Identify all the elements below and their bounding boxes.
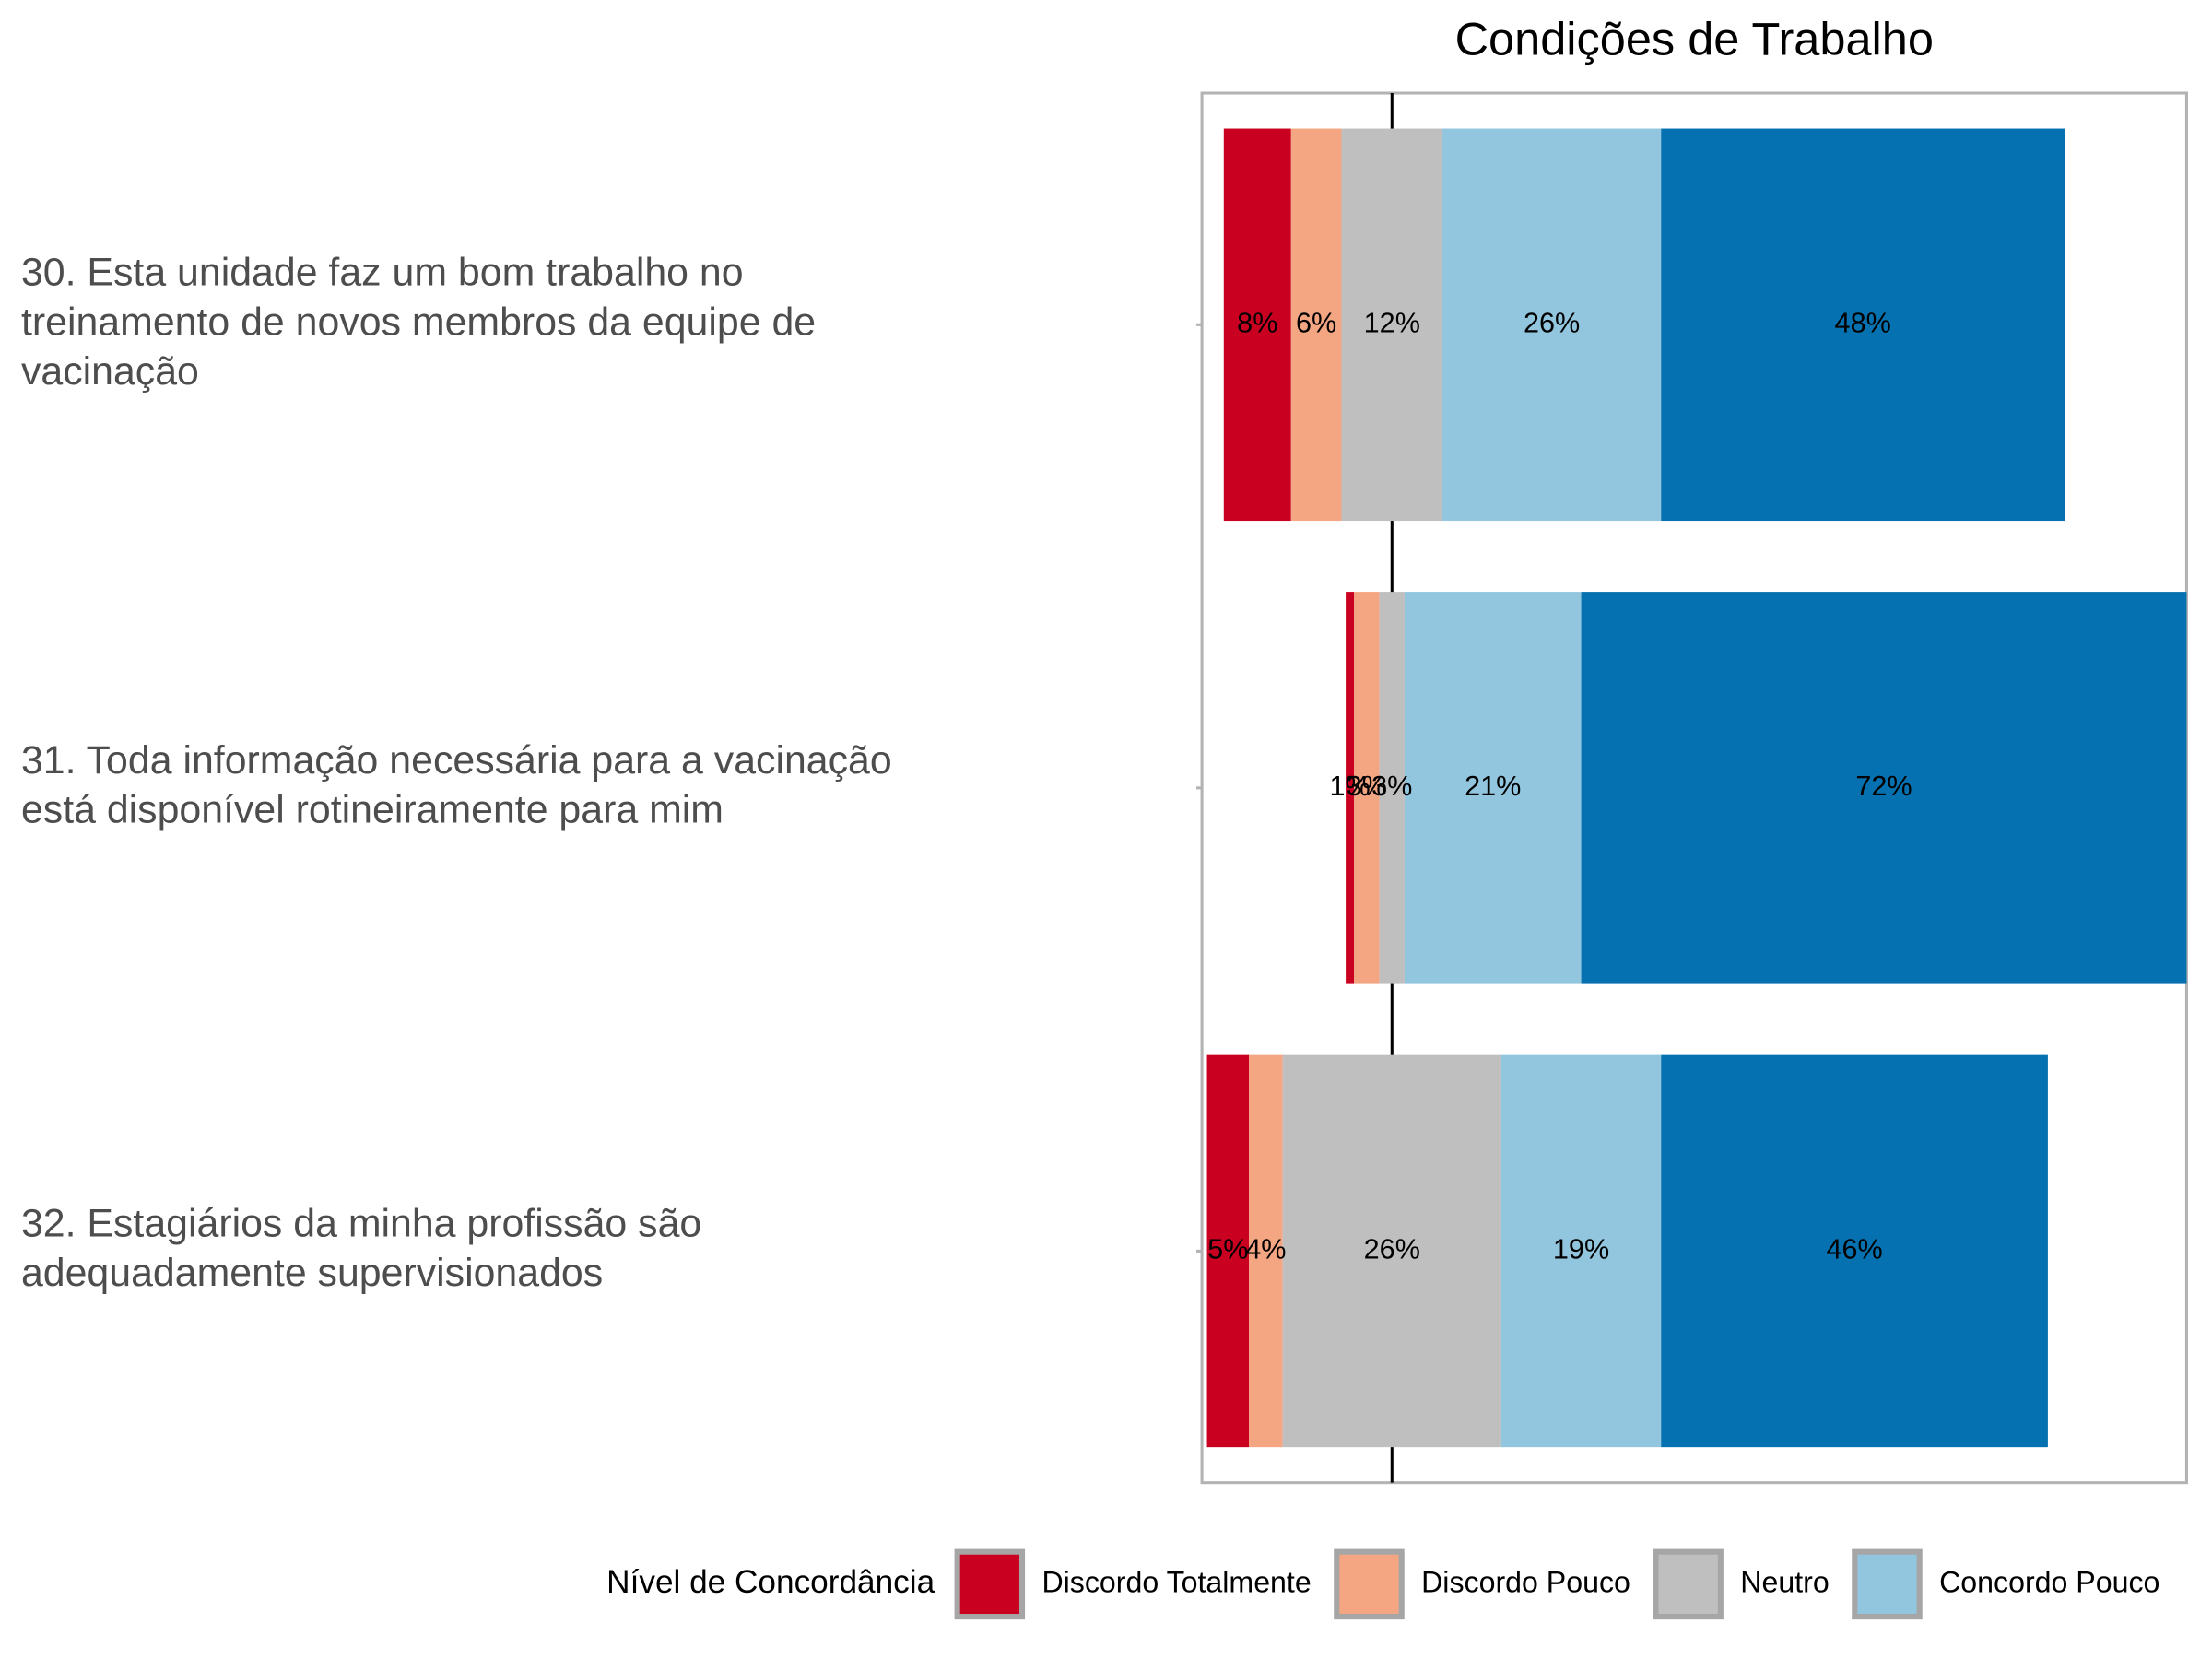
- bar-segment: [1282, 1054, 1501, 1448]
- legend-key: [954, 1548, 1026, 1620]
- bar-segment: [1341, 128, 1443, 522]
- data-label: 72%: [1855, 771, 1912, 802]
- category-label: 32. Estagiários da minha profissão são a…: [21, 1202, 712, 1296]
- legend-key: [1653, 1548, 1724, 1620]
- legend-label: Concordo Pouco: [1939, 1565, 2159, 1598]
- category-label-line: está disponível rotineiramente para mim: [21, 788, 724, 832]
- category-label-line: vacinação: [21, 349, 199, 394]
- bar-segment: [1290, 128, 1342, 522]
- bar-segment: [1661, 128, 2065, 522]
- bar-segment: [1581, 592, 2187, 984]
- bar-segment: [1404, 592, 1582, 984]
- data-label: 8%: [1237, 307, 1277, 338]
- legend-label: Discordo Totalmente: [1041, 1565, 1311, 1598]
- data-label: 46%: [1826, 1233, 1882, 1265]
- data-label: 1%: [1330, 771, 1371, 802]
- category-label-line: treinamento de novos membros da equipe d…: [21, 300, 827, 345]
- category-label-line: adequadamente supervisionados: [21, 1251, 603, 1295]
- bar-segment: [1206, 1054, 1250, 1448]
- bar-segment: [1354, 592, 1380, 984]
- legend-key: [1852, 1548, 1923, 1620]
- legend-key: [1334, 1548, 1405, 1620]
- data-label: 5%: [1207, 1233, 1248, 1265]
- bar-segment: [1661, 1054, 2048, 1448]
- category-label-line: 30. Esta unidade faz um bom trabalho no: [21, 251, 755, 295]
- bar-segment: [1223, 128, 1291, 522]
- data-label: 19%: [1553, 1233, 1609, 1265]
- legend-title: Nível de Concordância: [606, 1564, 935, 1600]
- legend-label: Discordo Pouco: [1421, 1565, 1630, 1598]
- data-label: 21%: [1465, 771, 1521, 802]
- chart-title: Condições de Trabalho: [1455, 12, 1934, 65]
- data-label: 26%: [1364, 1233, 1420, 1265]
- data-label: 4%: [1245, 1233, 1286, 1265]
- bar-segment: [1379, 592, 1405, 984]
- data-label: 6%: [1296, 307, 1336, 338]
- legend-label: Neutro: [1740, 1565, 1829, 1598]
- bar-segment: [1442, 128, 1662, 522]
- bar-segment: [1346, 592, 1355, 984]
- data-label: 12%: [1364, 307, 1420, 338]
- bar-segment: [1500, 1054, 1662, 1448]
- category-label: 31. Toda informação necessária para a va…: [21, 738, 903, 832]
- category-label: 30. Esta unidade faz um bom trabalho no …: [21, 251, 827, 394]
- category-label-line: 31. Toda informação necessária para a va…: [21, 738, 903, 782]
- data-label: 3%: [1371, 771, 1412, 802]
- bar-segment: [1249, 1054, 1283, 1448]
- data-label: 26%: [1524, 307, 1580, 338]
- category-label-line: 32. Estagiários da minha profissão são: [21, 1202, 712, 1246]
- data-label: 48%: [1835, 307, 1891, 338]
- data-label: 3%: [1347, 771, 1387, 802]
